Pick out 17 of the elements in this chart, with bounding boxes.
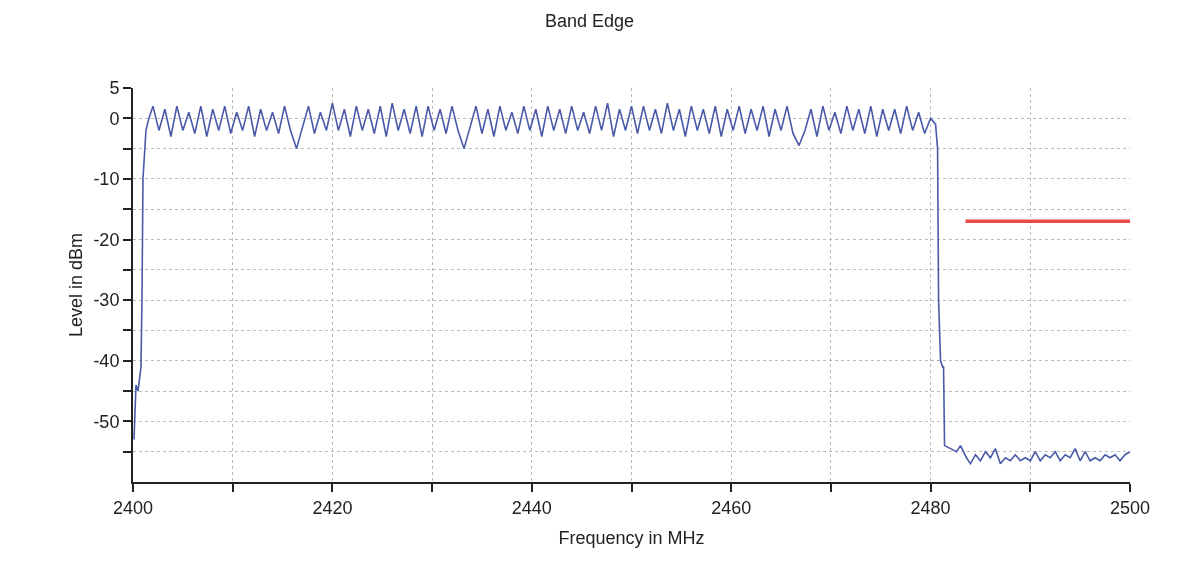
x-axis-title: Frequency in MHz [558,528,705,549]
x-tick-label: 2440 [511,497,552,518]
y-tick-label: -20 [93,229,120,250]
chart-title: Band Edge [544,10,635,31]
y-tick-label: -50 [93,411,120,432]
y-tick-label: -40 [93,351,120,372]
y-tick-label: 0 [109,108,120,129]
y-tick-label: 5 [109,78,120,99]
y-tick-label: -10 [93,169,120,190]
x-tick-label: 2500 [1109,497,1151,518]
y-axis-title: Level in dBm [66,232,87,338]
x-tick-label: 2460 [711,497,752,518]
y-tick-label: -30 [93,290,120,311]
line-series [133,102,1130,465]
x-tick-label: 2420 [312,497,353,518]
x-tick-label: 2400 [112,497,154,518]
x-tick-label: 2480 [910,497,951,518]
